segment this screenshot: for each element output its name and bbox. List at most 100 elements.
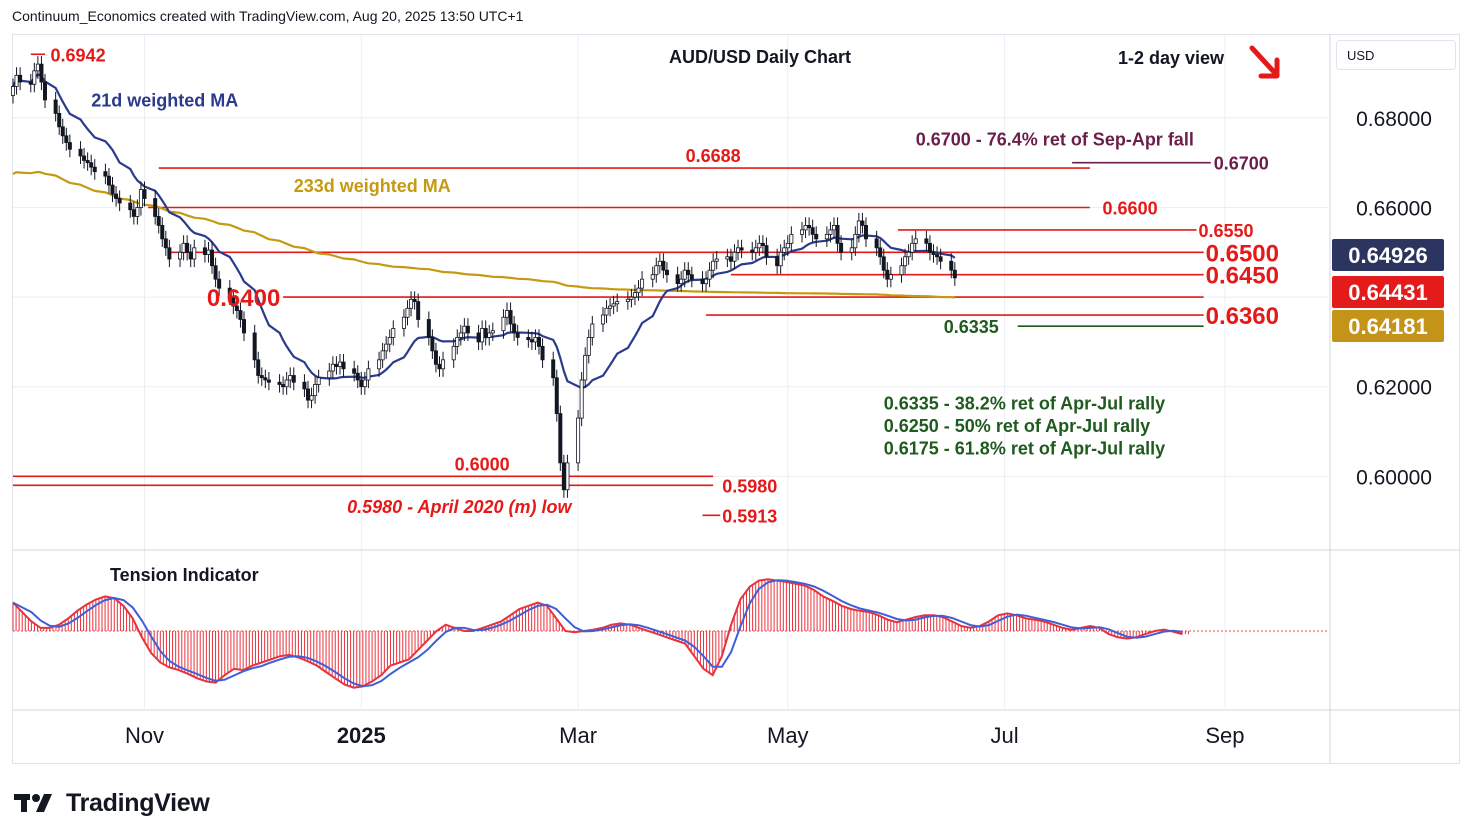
tradingview-logo-icon <box>14 794 52 812</box>
candle-body <box>725 256 730 260</box>
candle-body <box>938 256 943 262</box>
tension-indicator-layer <box>12 578 1328 689</box>
candle-body <box>679 278 684 285</box>
candle-body <box>512 323 517 334</box>
candle-body <box>252 332 257 361</box>
candle-body <box>28 81 33 85</box>
candle-body <box>217 278 222 289</box>
candle-body <box>480 328 485 343</box>
candle-body <box>600 314 605 325</box>
level-label-0.6550: 0.6550 <box>1199 221 1254 241</box>
candle-body <box>924 238 929 244</box>
candle-body <box>490 330 495 334</box>
candle-body <box>401 316 406 329</box>
candle-body <box>305 388 310 401</box>
candle-body <box>430 337 435 352</box>
chart-attribution: Continuum_Economics created with Trading… <box>12 8 524 24</box>
candle-body <box>114 193 119 199</box>
candle-body <box>231 296 236 307</box>
price-badge-label: 0.64181 <box>1348 314 1428 339</box>
candle-body <box>885 269 890 280</box>
candle-body <box>775 256 780 267</box>
candle-body <box>878 247 883 258</box>
candle-body <box>160 225 165 240</box>
candle-body <box>153 198 158 217</box>
y-tick-label: 0.60000 <box>1356 466 1432 489</box>
candle-body <box>526 337 531 341</box>
candle-body <box>863 225 868 240</box>
candle-body <box>103 171 108 177</box>
candle-body <box>803 225 808 231</box>
candle-body <box>515 332 520 338</box>
candle-body <box>458 332 463 338</box>
candle-body <box>835 225 840 244</box>
level-label-0.6360: 0.6360 <box>1206 303 1279 330</box>
currency-selector[interactable]: USD <box>1336 40 1456 70</box>
candle-body <box>615 301 620 305</box>
candle-body <box>256 359 261 376</box>
candle-body <box>227 287 232 298</box>
tension-indicator-label: Tension Indicator <box>110 565 259 585</box>
view-label: 1-2 day view <box>1118 48 1225 68</box>
candle-body <box>935 254 940 258</box>
candle-body <box>288 375 293 381</box>
candle-body <box>565 462 570 491</box>
candle-body <box>426 319 431 338</box>
candle-body <box>831 225 836 231</box>
tradingview-logo[interactable]: TradingView <box>14 788 210 818</box>
candle-body <box>163 238 168 249</box>
candle-body <box>686 269 691 276</box>
candle-body <box>604 307 609 316</box>
candle-body <box>579 379 584 419</box>
candle-body <box>810 227 815 235</box>
candle-body <box>501 316 506 332</box>
annotation: 21d weighted MA <box>91 91 238 111</box>
candle-body <box>611 303 616 307</box>
annotation: 0.5980 - April 2020 (m) low <box>347 497 572 517</box>
level-label-0.6942: 0.6942 <box>51 45 106 65</box>
candle-body <box>291 375 296 383</box>
candle-body <box>259 375 264 379</box>
y-tick-label: 0.66000 <box>1356 197 1432 220</box>
candle-body <box>213 265 218 280</box>
candle-body <box>455 337 460 347</box>
candle-body <box>487 332 492 338</box>
annotation: 0.6700 - 76.4% ret of Sep-Apr fall <box>916 130 1194 150</box>
x-tick-label: Nov <box>125 723 164 748</box>
candle-body <box>10 86 15 96</box>
level-label-0.5980: 0.5980 <box>722 476 777 496</box>
candle-body <box>661 260 666 271</box>
down-arrow-icon <box>1249 45 1280 79</box>
candle-body <box>657 260 662 267</box>
candle-body <box>906 251 911 258</box>
candle-body <box>533 337 538 343</box>
candle-body <box>188 251 193 260</box>
candle-body <box>462 325 467 334</box>
x-tick-label: Mar <box>559 723 597 748</box>
candle-body <box>828 229 833 235</box>
candle-body <box>302 381 307 390</box>
candle-body <box>142 189 147 199</box>
candle-body <box>334 363 339 367</box>
candle-body <box>341 361 346 370</box>
candle-body <box>700 278 705 285</box>
level-label-0.5913: 0.5913 <box>722 506 777 526</box>
candle-body <box>728 256 733 262</box>
level-label-0.6450: 0.6450 <box>1206 263 1279 290</box>
candle-body <box>416 301 421 320</box>
candle-body <box>586 337 591 356</box>
candle-body <box>931 251 936 255</box>
candle-body <box>540 345 545 361</box>
candle-body <box>750 249 755 253</box>
candle-body <box>739 247 744 251</box>
candle-body <box>202 247 207 255</box>
candle-body <box>53 99 58 114</box>
candle-body <box>309 395 314 401</box>
candle-body <box>387 337 392 345</box>
candle-body <box>753 247 758 253</box>
candle-body <box>764 245 769 258</box>
candle-body <box>903 256 908 267</box>
axis-layer: 0.68000 0.66000 0.62000 0.60000 Nov 2025 Mar Ma… <box>13 35 1460 764</box>
